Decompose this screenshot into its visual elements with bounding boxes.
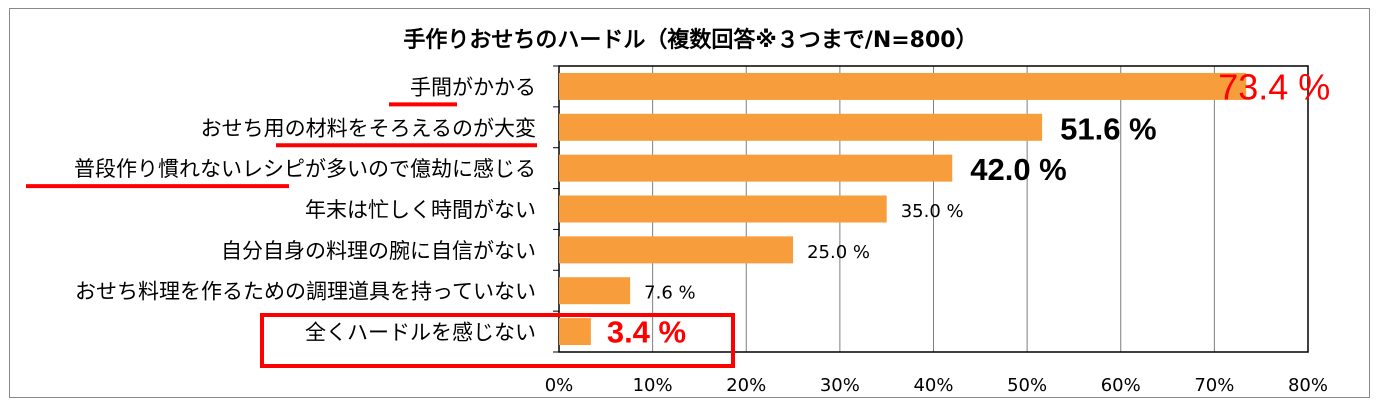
data-label: 73.4 % — [1218, 66, 1330, 107]
bar — [559, 277, 631, 305]
x-tick-label: 80% — [1288, 375, 1328, 396]
x-tick-label: 30% — [820, 375, 860, 396]
data-label: 25.0 % — [807, 242, 870, 263]
x-tick-label: 50% — [1007, 375, 1047, 396]
bar — [559, 72, 1247, 100]
highlight-box — [260, 313, 735, 368]
category-label: 全くハードルを感じない — [305, 321, 536, 345]
category-label: 普段作り慣れないレシピが多いので億劫に感じる — [74, 157, 536, 181]
x-tick-label: 70% — [1194, 375, 1234, 396]
data-label: 42.0 % — [970, 152, 1067, 187]
chart-frame — [9, 8, 1370, 398]
category-label: おせち料理を作るための調理道具を持っていない — [75, 280, 536, 304]
x-tick-label: 0% — [545, 375, 574, 396]
data-label: 35.0 % — [901, 201, 964, 222]
category-label: 年末は忙しく時間がない — [305, 198, 536, 222]
bar — [559, 113, 1043, 141]
data-label: 7.6 % — [644, 283, 695, 304]
bar — [559, 318, 591, 346]
x-tick-label: 60% — [1101, 375, 1141, 396]
data-label: 3.4 % — [607, 315, 686, 350]
x-tick-label: 40% — [913, 375, 953, 396]
bar — [559, 236, 794, 264]
chart-title: 手作りおせちのハードル（複数回答※３つまで/N=800） — [403, 28, 978, 53]
x-tick-label: 20% — [726, 375, 766, 396]
category-label: おせち用の材料をそろえるのが大変 — [201, 116, 536, 140]
data-label: 51.6 % — [1060, 111, 1157, 146]
category-label: 自分自身の料理の腕に自信がない — [221, 239, 536, 263]
bar — [559, 195, 887, 223]
bar — [559, 154, 953, 182]
category-label: 手間がかかる — [410, 75, 536, 99]
x-tick-label: 10% — [633, 375, 673, 396]
